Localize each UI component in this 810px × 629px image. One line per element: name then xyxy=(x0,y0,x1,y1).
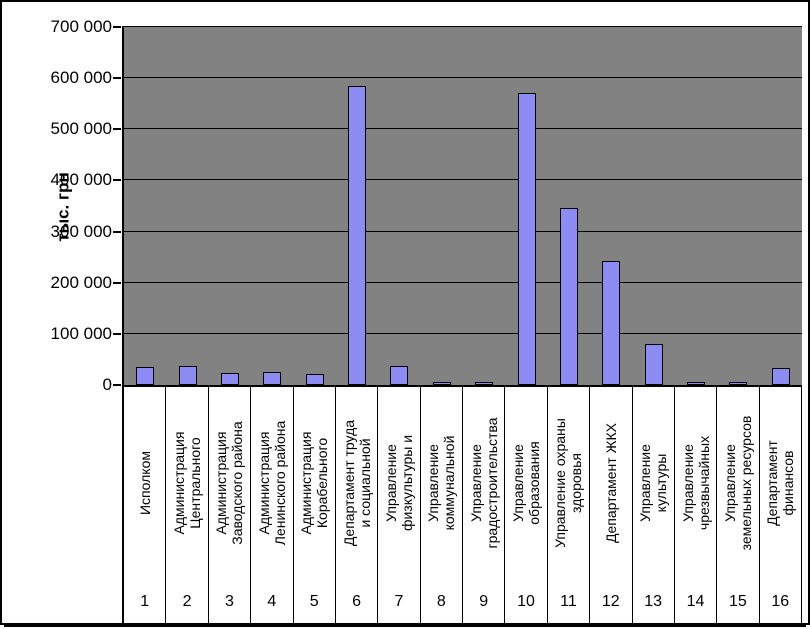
category-label-cell: Управление культуры xyxy=(633,387,675,579)
gridline xyxy=(124,231,802,232)
bar xyxy=(263,372,281,385)
y-tick-label: 200 000 xyxy=(50,273,112,292)
bar xyxy=(518,93,536,385)
bar xyxy=(729,382,747,385)
category-number: 9 xyxy=(463,579,506,624)
y-tick-label: 700 000 xyxy=(50,17,112,36)
bar xyxy=(221,373,239,385)
y-tick-mark xyxy=(113,333,121,335)
bar xyxy=(645,344,663,385)
category-label-cell: Администрация Ленинского района xyxy=(251,387,294,579)
y-tick-mark xyxy=(113,282,121,284)
y-tick-mark xyxy=(113,231,121,233)
y-tick-label: 100 000 xyxy=(50,324,112,343)
y-tick-label: 500 000 xyxy=(50,119,112,138)
category-label: Управление коммунальной xyxy=(425,435,458,531)
category-number: 5 xyxy=(294,579,336,624)
category-label: Управление охраны здоровья xyxy=(552,418,585,548)
category-label: Управление земельных ресурсов xyxy=(721,415,754,551)
category-label-cell: Управление физкультуры и xyxy=(378,387,421,579)
y-tick-mark xyxy=(113,128,121,130)
category-number: 13 xyxy=(633,579,675,624)
category-label-cell: Департамент ЖКХ xyxy=(590,387,633,579)
y-tick-mark xyxy=(113,384,121,386)
category-label: Департамент труда и социальной xyxy=(340,419,373,547)
category-label-cell: Управление охраны здоровья xyxy=(548,387,591,579)
bar xyxy=(433,382,451,385)
category-label-cell: Управление градостроительства xyxy=(463,387,506,579)
category-label: Администрация Заводского района xyxy=(213,421,246,545)
category-label: Управление физкультуры и xyxy=(382,434,415,532)
bar xyxy=(687,382,705,385)
category-label-row: Исполком Администрация Центрального Админис… xyxy=(122,387,802,579)
gridline xyxy=(124,179,802,180)
bar xyxy=(306,374,324,385)
bar xyxy=(348,86,366,385)
category-label-cell: Исполком xyxy=(124,387,167,579)
y-tick-mark xyxy=(113,179,121,181)
y-tick-label: 300 000 xyxy=(50,222,112,241)
category-label-cell: Управление чрезвычайных xyxy=(675,387,718,579)
bar xyxy=(136,367,154,385)
category-label-cell: Управление образования xyxy=(505,387,548,579)
category-number-row: 1 2 3 4 5 6 7 8 9 10 11 12 13 14 15 16 xyxy=(122,579,802,624)
category-label: Управление образования xyxy=(510,441,543,525)
category-label-cell: Управление коммунальной xyxy=(421,387,463,579)
y-tick-mark xyxy=(113,77,121,79)
category-number: 4 xyxy=(251,579,294,624)
category-label-cell: Управление земельных ресурсов xyxy=(717,387,760,579)
gridline xyxy=(124,333,802,334)
axis-bottom-line xyxy=(4,624,806,627)
category-number: 6 xyxy=(336,579,379,624)
bar xyxy=(602,261,620,385)
category-label-cell: Департамент финансов xyxy=(760,387,802,579)
y-tick-label: 600 000 xyxy=(50,68,112,87)
category-label: Управление градостроительства xyxy=(467,417,500,549)
category-label-cell: Администрация Корабельного xyxy=(294,387,336,579)
category-label: Администрация Центрального xyxy=(171,431,204,535)
category-number: 7 xyxy=(378,579,421,624)
bar xyxy=(390,366,408,385)
category-number: 16 xyxy=(760,579,802,624)
bar xyxy=(772,368,790,385)
gridline xyxy=(124,282,802,283)
y-tick-label: 400 000 xyxy=(50,170,112,189)
bar xyxy=(179,366,197,385)
category-number: 2 xyxy=(166,579,209,624)
category-label-cell: Администрация Заводского района xyxy=(209,387,252,579)
category-number: 3 xyxy=(209,579,252,624)
plot-area xyxy=(122,26,802,387)
y-tick-label: 0 xyxy=(102,375,112,394)
category-number: 10 xyxy=(505,579,548,624)
bar xyxy=(560,208,578,385)
category-label: Департамент ЖКХ xyxy=(602,422,619,544)
y-tick-mark xyxy=(113,26,121,28)
category-label: Управление культуры xyxy=(637,444,670,522)
category-number: 14 xyxy=(675,579,718,624)
category-number: 8 xyxy=(421,579,463,624)
bar xyxy=(475,382,493,385)
category-label-cell: Департамент труда и социальной xyxy=(336,387,379,579)
gridline xyxy=(124,77,802,78)
category-label: Администрация Корабельного xyxy=(298,431,331,535)
category-label-cell: Администрация Центрального xyxy=(166,387,209,579)
category-number: 1 xyxy=(124,579,167,624)
category-label: Исполком xyxy=(136,451,153,515)
gridline xyxy=(124,128,802,129)
category-label: Управление чрезвычайных xyxy=(679,435,712,531)
category-number: 12 xyxy=(590,579,633,624)
category-label: Департамент финансов xyxy=(764,440,797,526)
category-label: Администрация Ленинского района xyxy=(255,420,288,546)
category-number: 15 xyxy=(717,579,760,624)
category-number: 11 xyxy=(548,579,591,624)
